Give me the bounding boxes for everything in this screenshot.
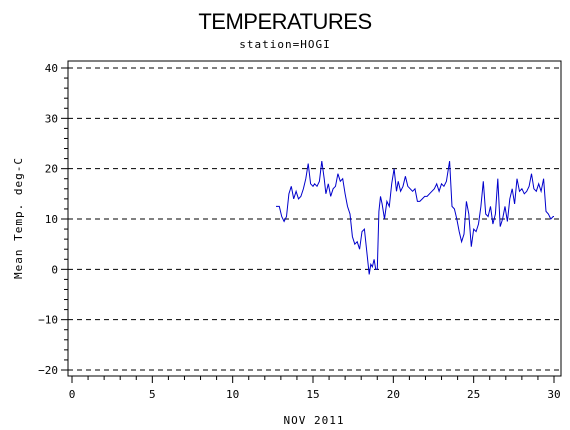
x-tick-label: 15 (306, 388, 319, 401)
x-axis-label: NOV 2011 (284, 414, 345, 427)
x-tick-label: 0 (69, 388, 76, 401)
y-tick-label: 40 (45, 62, 58, 75)
y-tick-label: 30 (45, 112, 58, 125)
y-tick-label: −10 (38, 314, 58, 327)
y-tick-label: −20 (38, 364, 58, 377)
x-tick-label: 20 (387, 388, 400, 401)
y-tick-label: 20 (45, 163, 58, 176)
y-axis-label: Mean Temp. deg-C (12, 157, 25, 279)
y-tick-label: 0 (51, 263, 58, 276)
y-tick-label: 10 (45, 213, 58, 226)
x-tick-label: 5 (149, 388, 156, 401)
x-tick-label: 25 (467, 388, 480, 401)
chart-title: TEMPERATURES (198, 9, 371, 34)
series-line (276, 161, 554, 275)
x-tick-label: 30 (547, 388, 560, 401)
chart-subtitle: station=HOGI (239, 38, 330, 51)
x-tick-label: 10 (226, 388, 239, 401)
plot-area: −20 −10 0 10 20 30 40 0 5 10 15 20 25 30 (38, 60, 562, 401)
